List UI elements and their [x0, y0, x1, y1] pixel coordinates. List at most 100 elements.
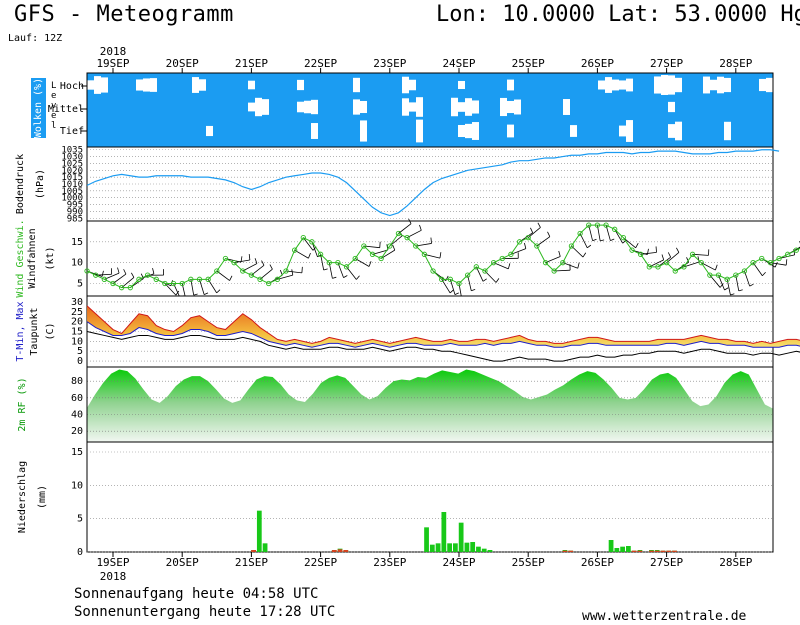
- wind-barb-feather: [152, 268, 155, 274]
- wind-speed-point: [681, 264, 687, 270]
- wind-barb-feather: [524, 242, 527, 249]
- cloud-cell: [458, 124, 465, 138]
- cloud-cell: [248, 80, 255, 90]
- wind-speed-point: [369, 251, 376, 257]
- wind-speed-point: [733, 272, 739, 278]
- wind-barb-feather: [392, 244, 396, 251]
- wind-speed-point: [672, 268, 678, 274]
- cloud-cell: [458, 102, 465, 112]
- wind-speed-point: [646, 264, 652, 270]
- wind-barb-feather: [610, 238, 615, 241]
- rh-tick-label: 40: [71, 410, 83, 421]
- cloud-level-label: Mittel: [48, 104, 84, 115]
- cloud-cell: [724, 121, 731, 141]
- date-label-top: 27SEP: [650, 57, 683, 70]
- wind-barb: [484, 270, 497, 283]
- wind-speed-point: [421, 251, 428, 257]
- wind-speed-point: [724, 276, 730, 282]
- date-label-top: 28SEP: [719, 57, 752, 70]
- wind-barb: [302, 237, 314, 251]
- wind-speed-point: [214, 268, 220, 274]
- year-label-top: 2018: [100, 45, 127, 58]
- wind-speed-point: [629, 247, 635, 253]
- wind-barb: [726, 279, 731, 296]
- wind-barb: [579, 233, 588, 248]
- wind-barb: [389, 235, 403, 247]
- wind-speed-point: [326, 260, 332, 266]
- wind-barb-feather: [419, 224, 422, 231]
- wind-barb: [562, 262, 578, 269]
- precip-bar: [441, 512, 447, 552]
- wind-barb-feather: [269, 264, 273, 270]
- wind-barb-feather: [774, 261, 778, 268]
- wind-barb-feather: [123, 269, 127, 275]
- pressure-line: [86, 149, 780, 217]
- cloud-cell: [668, 75, 675, 95]
- cloud-cell: [668, 101, 675, 113]
- wind-barb-feather: [117, 267, 120, 274]
- wind-speed-point: [551, 268, 557, 274]
- wind-speed-point: [343, 264, 350, 270]
- wind-barb-feather: [291, 269, 294, 276]
- sunset-text: Sonnenuntergang heute 17:28 UTC: [74, 604, 336, 620]
- cloud-cell: [766, 77, 773, 93]
- cloud-cell: [402, 98, 409, 116]
- wind-barb-feather: [343, 275, 348, 278]
- cloud-cell: [409, 102, 416, 112]
- cloud-cell: [262, 99, 269, 115]
- wind-barb-feather: [308, 252, 311, 259]
- wind-speed-point: [283, 268, 289, 274]
- cloud-cell: [311, 99, 318, 115]
- date-label-top: 25SEP: [512, 57, 545, 70]
- cloud-label-bg: [31, 78, 46, 138]
- cloud-cell: [409, 79, 416, 91]
- temperature-tick-label: 25: [71, 307, 83, 318]
- wind-barb: [398, 223, 412, 234]
- date-label-top: 22SEP: [304, 57, 337, 70]
- wind-barb: [234, 259, 250, 264]
- cloud-cell: [360, 100, 367, 114]
- precip-convective-bar: [672, 550, 677, 552]
- precip-bar: [626, 546, 631, 552]
- wind-barb: [623, 237, 636, 249]
- precip-convective-bar: [631, 550, 637, 552]
- cloud-cell: [402, 76, 409, 94]
- wind-barb-axis-label: Windfahnen: [27, 228, 38, 288]
- precip-bar: [429, 544, 435, 552]
- pressure-axis-label: Bodendruck: [15, 154, 26, 214]
- wind-barb: [207, 279, 217, 294]
- cloud-cell: [668, 124, 675, 138]
- cloud-cell: [451, 97, 458, 117]
- temperature-tick-label: 5: [77, 346, 83, 357]
- pressure-tick-label: 1010: [61, 180, 83, 190]
- wind-barb-feather: [248, 254, 251, 261]
- date-label-bottom: 22SEP: [304, 556, 337, 569]
- wind-speed-point: [568, 243, 575, 249]
- precip-convective-bar: [568, 550, 574, 552]
- pressure-unit-label: (hPa): [35, 169, 46, 199]
- wind-barb: [545, 256, 561, 264]
- precip-bar: [470, 542, 476, 552]
- wind-barb-feather: [547, 231, 551, 237]
- wind-barb: [666, 252, 680, 263]
- wind-speed-point: [101, 276, 108, 282]
- cloud-cell: [612, 79, 619, 91]
- precip-tick-label: 5: [77, 514, 83, 525]
- wind-barb: [277, 274, 293, 280]
- wind-speed-point: [240, 268, 246, 274]
- wind-speed-point: [136, 276, 142, 282]
- wind-barb: [467, 275, 472, 291]
- wind-barb: [346, 266, 357, 280]
- pressure-tick-label: 1020: [61, 166, 83, 176]
- precip-tick-label: 0: [77, 547, 83, 558]
- date-label-top: 21SEP: [235, 57, 268, 70]
- date-label-bottom: 24SEP: [442, 556, 475, 569]
- cloud-cell: [353, 99, 360, 115]
- wind-barb-feather: [635, 243, 639, 249]
- wind-speed-point: [508, 251, 514, 257]
- wind-barb: [614, 229, 624, 244]
- wind-speed-point: [196, 276, 203, 282]
- cloud-cell: [500, 97, 507, 117]
- wind-barb-feather: [600, 239, 605, 242]
